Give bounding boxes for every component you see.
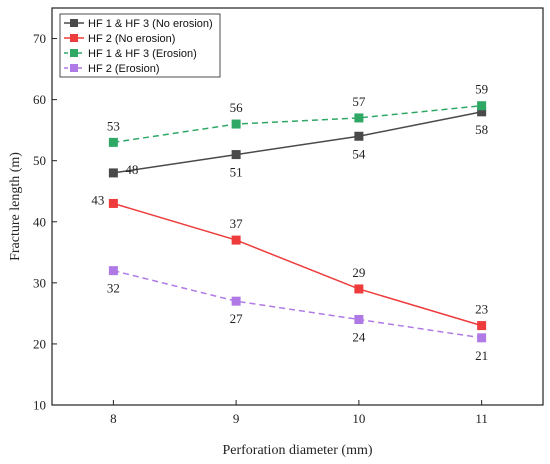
data-point: [354, 113, 364, 123]
data-point: [231, 119, 241, 129]
data-point: [231, 296, 241, 306]
data-point: [477, 107, 487, 117]
data-label: 57: [352, 94, 366, 109]
legend-box: [59, 13, 221, 78]
data-point: [231, 235, 241, 245]
data-label: 48: [125, 162, 138, 177]
y-tick-label: 60: [33, 92, 46, 107]
x-tick-label: 10: [352, 411, 365, 426]
x-tick-label: 11: [475, 411, 488, 426]
data-point: [354, 131, 364, 141]
x-tick-label: 8: [110, 411, 117, 426]
series-line: [113, 111, 482, 174]
data-point: [477, 333, 487, 343]
y-axis-title: Fracture length (m): [8, 152, 23, 261]
data-point: [477, 101, 487, 111]
data-label: 37: [230, 216, 244, 231]
data-label: 29: [352, 265, 365, 280]
data-label: 32: [107, 281, 120, 296]
legend-marker: [70, 64, 78, 72]
data-point: [108, 266, 118, 276]
data-label: 58: [475, 122, 488, 137]
x-axis-title: Perforation diameter (mm): [222, 443, 372, 458]
data-point: [108, 137, 118, 147]
legend-marker: [70, 34, 78, 42]
data-label: 53: [107, 118, 120, 133]
series-2: 43 37 29 23: [91, 192, 488, 331]
data-label: 23: [475, 302, 488, 317]
data-point: [354, 314, 364, 324]
legend-entry: HF 2 (Erosion): [88, 63, 160, 75]
data-point: [231, 150, 241, 160]
data-label: 24: [352, 329, 366, 344]
legend-entry: HF 1 & HF 3 (No erosion): [88, 18, 213, 30]
y-tick-label: 10: [33, 398, 46, 413]
data-label: 59: [475, 82, 488, 97]
plot-frame: [51, 7, 544, 406]
y-tick-label: 30: [33, 275, 46, 290]
legend-entry: HF 2 (No erosion): [88, 33, 175, 45]
y-tick-label: 20: [33, 336, 46, 351]
data-point: [477, 321, 487, 331]
series-line: [113, 202, 482, 327]
legend-marker: [70, 49, 78, 57]
data-label: 51: [230, 165, 243, 180]
plot-area: 10 20 30 40 50 60 70 8 9 10 11 48 51 54 58 43 37 29 23 53 56…: [33, 7, 544, 426]
series-3: 53 56 57 59: [107, 82, 488, 147]
series-1: 48 51 54 58: [108, 107, 488, 180]
legend: HF 1 & HF 3 (No erosion) HF 2 (No erosion…: [59, 13, 221, 78]
y-tick-label: 70: [33, 31, 46, 46]
data-label: 27: [230, 311, 244, 326]
data-label: 54: [352, 146, 366, 161]
y-tick-label: 40: [33, 214, 46, 229]
data-label: 43: [91, 192, 104, 207]
data-point: [108, 168, 118, 178]
data-label: 56: [230, 100, 244, 115]
series-line: [113, 104, 482, 144]
data-label: 21: [475, 348, 488, 363]
data-point: [108, 198, 118, 208]
series-line: [113, 269, 482, 339]
legend-marker: [70, 19, 78, 27]
legend-entry: HF 1 & HF 3 (Erosion): [88, 48, 197, 60]
y-tick-label: 50: [33, 153, 46, 168]
series-4: 32 27 24 21: [107, 266, 488, 363]
x-tick-label: 9: [233, 411, 240, 426]
data-point: [354, 284, 364, 294]
